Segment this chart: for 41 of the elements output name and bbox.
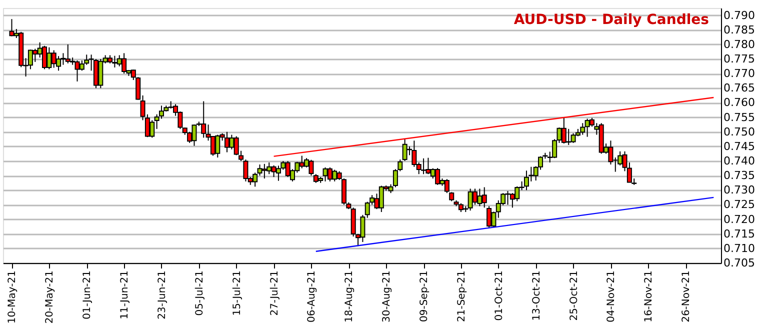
x-tick-label: 16-Nov-21 xyxy=(644,270,655,322)
candlestick xyxy=(9,18,14,37)
x-tick-label: 11-Jun-21 xyxy=(120,270,131,320)
x-tick-label: 23-Jun-21 xyxy=(156,270,168,320)
x-tick-label: 25-Oct-21 xyxy=(568,270,580,321)
chart-title: AUD-USD - Daily Candles xyxy=(514,12,709,28)
x-tick-label: 01-Oct-21 xyxy=(494,270,505,321)
candlestick xyxy=(257,164,262,176)
x-tick-label: 09-Sep-21 xyxy=(419,270,430,322)
x-tick-label: 20-May-21 xyxy=(44,270,56,324)
y-tick-label: 0.735 xyxy=(724,169,755,182)
x-tick-label: 15-Jul-21 xyxy=(232,270,243,316)
y-tick-label: 0.710 xyxy=(724,242,755,255)
y-tick-label: 0.760 xyxy=(724,96,755,110)
y-tick-label: 0.730 xyxy=(724,184,755,197)
x-tick-label: 13-Oct-21 xyxy=(531,270,542,321)
x-tick-label: 10-May-21 xyxy=(7,270,18,324)
y-tick-label: 0.740 xyxy=(724,154,755,168)
y-tick-label: 0.745 xyxy=(724,140,755,153)
x-tick-label: 01-Jun-21 xyxy=(82,270,94,320)
x-tick-label: 27-Jul-21 xyxy=(269,270,280,316)
x-tick-label: 30-Aug-21 xyxy=(382,270,393,322)
x-tick-label: 18-Aug-21 xyxy=(344,270,356,322)
y-tick-label: 0.770 xyxy=(724,67,755,80)
y-tick-label: 0.755 xyxy=(724,110,755,124)
y-tick-label: 0.765 xyxy=(724,82,755,95)
y-tick-label: 0.750 xyxy=(724,125,755,138)
y-tick-label: 0.780 xyxy=(724,38,755,51)
y-tick-label: 0.720 xyxy=(724,212,755,226)
x-tick-label: 26-Nov-21 xyxy=(681,270,692,322)
y-tick-label: 0.725 xyxy=(724,198,755,212)
y-tick-label: 0.775 xyxy=(724,52,755,66)
y-tick-label: 0.715 xyxy=(724,227,755,240)
y-tick-label: 0.705 xyxy=(724,256,755,270)
y-tick-label: 0.785 xyxy=(724,23,755,36)
candlestick xyxy=(486,206,492,228)
x-tick-label: 05-Jul-21 xyxy=(194,270,206,316)
y-tick-label: 0.790 xyxy=(724,8,755,22)
x-tick-label: 21-Sep-21 xyxy=(456,270,468,322)
x-tick-label: 06-Aug-21 xyxy=(306,270,318,322)
x-tick-label: 04-Nov-21 xyxy=(606,270,618,322)
